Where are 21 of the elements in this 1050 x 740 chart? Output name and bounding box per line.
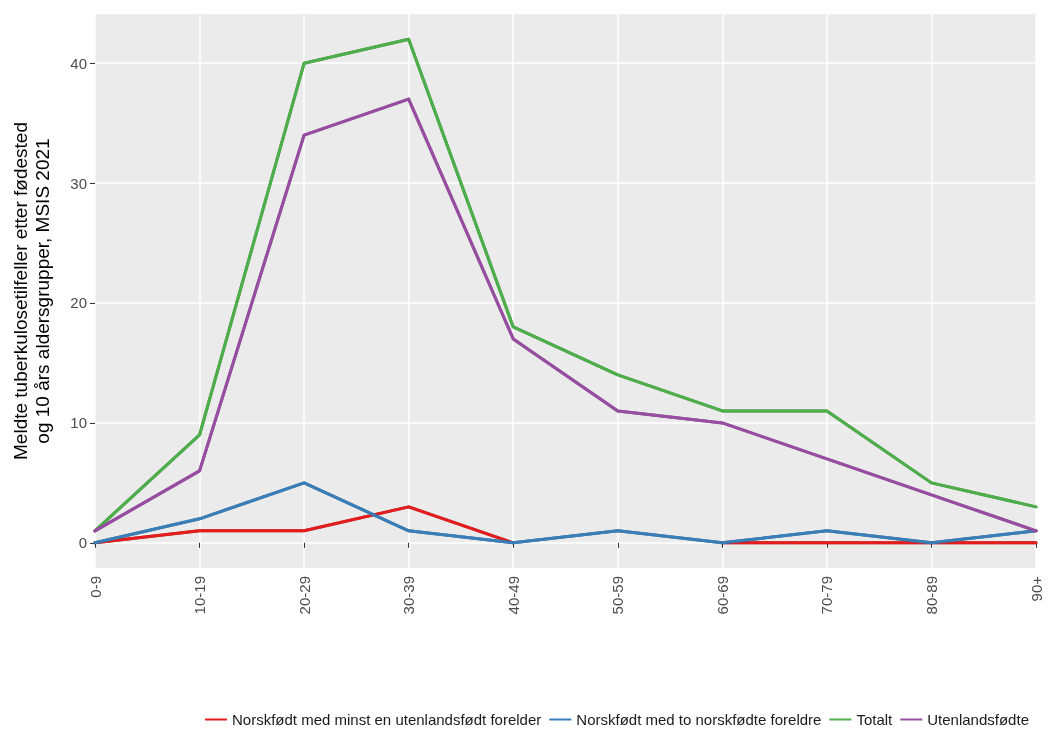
- line-series: [93, 481, 1038, 545]
- x-tick-label: 30-39: [400, 576, 418, 615]
- x-tick-label: 40-49: [504, 576, 522, 615]
- y-tick-label: 40: [70, 54, 87, 72]
- legend-label: Totalt: [856, 711, 894, 728]
- y-axis-title: Meldte tuberkulosetilfeller etter fødested og 10 års aldersgrupper, MSIS 2021: [9, 122, 53, 460]
- x-tick-label: 60-69: [713, 576, 731, 615]
- x-tick-label: 10-19: [191, 576, 209, 615]
- legend-label: Norskfødt med minst en utenlandsfødt forelder: [232, 711, 542, 728]
- x-tick-label: 90+: [1027, 575, 1045, 602]
- y-tick-label: 30: [70, 174, 87, 192]
- x-tick-label: 70-79: [818, 576, 836, 615]
- y-tick-label: 10: [70, 414, 87, 432]
- x-tick-label: 20-29: [295, 576, 313, 615]
- legend-label: Norskfødt med to norskfødte foreldre: [576, 711, 822, 728]
- x-tick-label: 50-59: [609, 576, 627, 615]
- legend-label: Utenlandsfødte: [927, 711, 1029, 728]
- x-tick-label: 0-9: [86, 576, 104, 598]
- y-tick-label: 20: [70, 294, 87, 312]
- y-tick-label: 0: [78, 534, 87, 552]
- x-tick-label: 80-89: [922, 576, 940, 615]
